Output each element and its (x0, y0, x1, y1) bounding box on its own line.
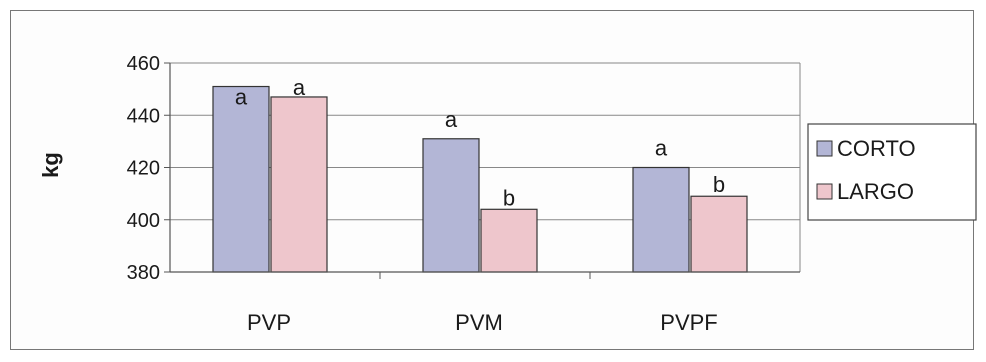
y-tick-label: 400 (127, 210, 160, 232)
bar-corto-pvm (422, 138, 480, 273)
y-axis-label: kg (38, 152, 63, 178)
significance-label: a (655, 136, 668, 161)
axes (164, 62, 801, 279)
y-tick-label: 380 (127, 262, 160, 284)
x-tick-label: PVM (455, 310, 503, 335)
bar-largo-pvp (270, 96, 328, 273)
legend-swatch-largo (816, 183, 833, 200)
x-tick-labels: PVP PVM PVPF (247, 310, 718, 335)
bar-corto-pvp (212, 85, 270, 273)
significance-label: a (445, 107, 458, 132)
legend-label-largo: LARGO (837, 179, 914, 204)
significance-label: b (503, 185, 515, 210)
y-tick-label: 460 (127, 53, 160, 75)
significance-labels: a a a b a b (235, 75, 725, 210)
bar-corto-pvpf (632, 166, 690, 273)
y-tick-label: 440 (127, 105, 160, 127)
legend-label-corto: CORTO (837, 136, 916, 161)
legend: CORTO LARGO (807, 123, 977, 221)
bar-largo-pvpf (690, 195, 748, 273)
x-tick-label: PVPF (660, 310, 717, 335)
significance-label: a (293, 75, 306, 100)
legend-swatch-corto (816, 140, 833, 157)
legend-box (807, 123, 977, 221)
bar-largo-pvm (480, 208, 538, 273)
y-tick-labels: 380 400 420 440 460 (127, 53, 160, 284)
significance-label: a (235, 85, 248, 110)
x-tick-label: PVP (247, 310, 291, 335)
bars (212, 85, 748, 273)
y-tick-label: 420 (127, 158, 160, 180)
significance-label: b (713, 172, 725, 197)
